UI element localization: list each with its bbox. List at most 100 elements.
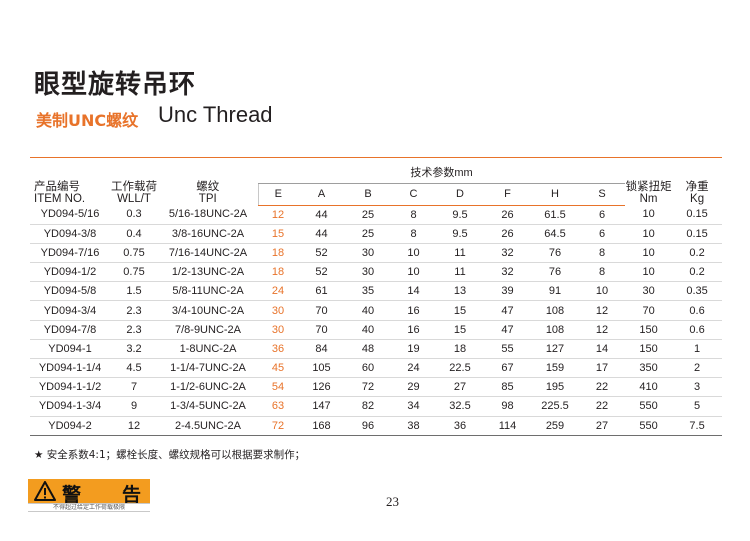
table-row: YD094-5/8 1.5 5/8-11UNC-2A 24 61 35 14 13 39 91 10… bbox=[30, 281, 723, 302]
torque-header-cn: 锁紧扭矩 bbox=[625, 181, 672, 193]
safety-note: ★ 安全系数4:1；螺栓长度、螺纹规格可以根据要求制作； bbox=[34, 449, 306, 461]
cell-dim-b: 35 bbox=[345, 281, 391, 302]
table-row: YD094-5/16 0.3 5/16-18UNC-2A 12 44 25 8 9.5 26 61… bbox=[30, 205, 723, 225]
cell-item-no: YD094-1 bbox=[30, 339, 110, 360]
cell-dim-h: 195 bbox=[531, 377, 579, 398]
cell-tpi: 1/2-13UNC-2A bbox=[158, 262, 258, 283]
page-title: 眼型旋转吊环 bbox=[34, 70, 197, 100]
cell-dim-b: 60 bbox=[345, 358, 391, 379]
cell-dim-d: 11 bbox=[436, 262, 484, 283]
cell-torque: 150 bbox=[625, 339, 673, 360]
table-row: YD094-3/4 2.3 3/4-10UNC-2A 30 70 40 16 15 47 108 1… bbox=[30, 300, 723, 321]
cell-dim-a: 52 bbox=[298, 243, 345, 264]
cell-torque: 10 bbox=[625, 205, 673, 225]
cell-dim-a: 70 bbox=[298, 320, 345, 340]
cell-torque: 350 bbox=[625, 358, 673, 379]
cell-dim-a: 126 bbox=[298, 377, 345, 398]
cell-dim-f: 26 bbox=[484, 224, 531, 244]
cell-item-no: YD094-7/16 bbox=[30, 243, 110, 264]
cell-dim-b: 96 bbox=[345, 416, 391, 436]
cell-item-no: YD094-3/4 bbox=[30, 300, 110, 321]
cell-dim-e: 12 bbox=[258, 205, 298, 225]
col-header-b: B bbox=[345, 182, 391, 206]
cell-dim-h: 108 bbox=[531, 300, 579, 321]
cell-tpi: 1-3/4-5UNC-2A bbox=[158, 396, 258, 417]
wll-header: 工作载荷 WLL/T bbox=[110, 159, 158, 205]
table-top-rule bbox=[30, 157, 722, 158]
cell-dim-f: 114 bbox=[484, 416, 531, 436]
wll-header-cn: 工作载荷 bbox=[111, 181, 157, 193]
cell-dim-d: 9.5 bbox=[436, 224, 484, 244]
item-header-en: ITEM NO. bbox=[34, 193, 86, 205]
wll-header-en: WLL/T bbox=[117, 193, 151, 205]
cell-dim-f: 47 bbox=[484, 300, 531, 321]
cell-dim-h: 76 bbox=[531, 262, 579, 283]
cell-tpi: 2-4.5UNC-2A bbox=[158, 416, 258, 436]
tech-params-header: 技术参数mm bbox=[258, 159, 626, 184]
cell-dim-h: 61.5 bbox=[531, 205, 579, 225]
col-header-c: C bbox=[391, 182, 436, 206]
table-row: YD094-1/2 0.75 1/2-13UNC-2A 18 52 30 10 11 32 76 8… bbox=[30, 262, 723, 283]
cell-dim-a: 52 bbox=[298, 262, 345, 283]
cell-wll: 0.75 bbox=[110, 262, 158, 283]
cell-dim-s: 14 bbox=[579, 339, 626, 360]
cell-weight: 7.5 bbox=[672, 416, 723, 436]
cell-torque: 150 bbox=[625, 320, 673, 340]
cell-tpi: 1-1/2-6UNC-2A bbox=[158, 377, 258, 398]
weight-header: 净重 Kg bbox=[672, 159, 722, 205]
cell-dim-s: 6 bbox=[579, 224, 626, 244]
cell-wll: 7 bbox=[110, 377, 158, 398]
cell-dim-e: 30 bbox=[258, 300, 298, 321]
cell-item-no: YD094-1-1/4 bbox=[30, 358, 110, 379]
tpi-header: 螺纹 TPI bbox=[158, 159, 258, 205]
col-header-h: H bbox=[531, 182, 579, 206]
cell-dim-h: 159 bbox=[531, 358, 579, 379]
cell-dim-f: 47 bbox=[484, 320, 531, 340]
table-row: YD094-7/8 2.3 7/8-9UNC-2A 30 70 40 16 15 47 108 12… bbox=[30, 320, 723, 340]
warning-label: 警 告 不得超过给定工作荷载极限 bbox=[28, 479, 150, 513]
cell-dim-e: 24 bbox=[258, 281, 298, 302]
cell-dim-a: 61 bbox=[298, 281, 345, 302]
cell-item-no: YD094-5/8 bbox=[30, 281, 110, 302]
cell-dim-e: 36 bbox=[258, 339, 298, 360]
warning-triangle-icon bbox=[34, 481, 56, 501]
cell-tpi: 7/16-14UNC-2A bbox=[158, 243, 258, 264]
cell-dim-f: 39 bbox=[484, 281, 531, 302]
cell-weight: 3 bbox=[672, 377, 723, 398]
cell-dim-s: 12 bbox=[579, 300, 626, 321]
col-header-s: S bbox=[579, 182, 626, 206]
cell-dim-e: 18 bbox=[258, 243, 298, 264]
cell-dim-c: 24 bbox=[391, 358, 436, 379]
cell-dim-b: 48 bbox=[345, 339, 391, 360]
cell-dim-s: 12 bbox=[579, 320, 626, 340]
cell-wll: 2.3 bbox=[110, 320, 158, 340]
cell-dim-d: 15 bbox=[436, 320, 484, 340]
table-row: YD094-1-1/2 7 1-1/2-6UNC-2A 54 126 72 29 27 85 19… bbox=[30, 377, 723, 398]
table-row: YD094-1 3.2 1-8UNC-2A 36 84 48 19 18 55 127 14 150 1 bbox=[30, 339, 723, 360]
cell-dim-a: 84 bbox=[298, 339, 345, 360]
weight-header-en: Kg bbox=[690, 193, 705, 205]
cell-dim-e: 15 bbox=[258, 224, 298, 244]
cell-dim-e: 72 bbox=[258, 416, 298, 436]
cell-wll: 4.5 bbox=[110, 358, 158, 379]
cell-dim-s: 6 bbox=[579, 205, 626, 225]
cell-torque: 10 bbox=[625, 243, 673, 264]
cell-item-no: YD094-5/16 bbox=[30, 205, 110, 225]
weight-header-cn: 净重 bbox=[685, 181, 709, 193]
warning-word-1: 警 bbox=[62, 484, 82, 506]
cell-tpi: 3/4-10UNC-2A bbox=[158, 300, 258, 321]
cell-dim-d: 9.5 bbox=[436, 205, 484, 225]
col-header-f: F bbox=[484, 182, 531, 206]
cell-dim-a: 105 bbox=[298, 358, 345, 379]
table-row: YD094-7/16 0.75 7/16-14UNC-2A 18 52 30 10 11 32 7… bbox=[30, 243, 723, 264]
cell-item-no: YD094-2 bbox=[30, 416, 110, 436]
table-row: YD094-2 12 2-4.5UNC-2A 72 168 96 38 36 114 259 27 5… bbox=[30, 416, 723, 436]
cell-dim-d: 13 bbox=[436, 281, 484, 302]
cell-dim-c: 10 bbox=[391, 262, 436, 283]
subtitle-english: Unc Thread bbox=[158, 102, 273, 127]
cell-item-no: YD094-3/8 bbox=[30, 224, 110, 244]
cell-tpi: 1-1/4-7UNC-2A bbox=[158, 358, 258, 379]
cell-dim-d: 15 bbox=[436, 300, 484, 321]
cell-dim-s: 22 bbox=[579, 396, 626, 417]
cell-dim-f: 98 bbox=[484, 396, 531, 417]
